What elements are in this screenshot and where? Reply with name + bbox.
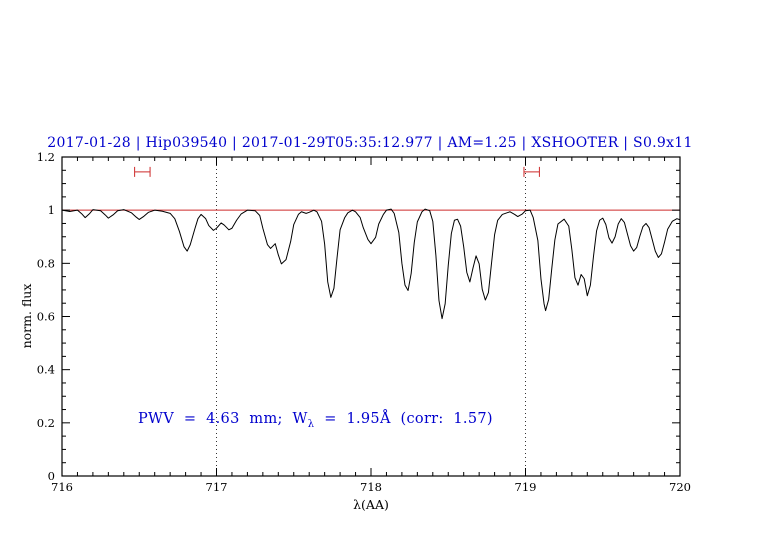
pwv-annotation-lambda-subscript: λ <box>307 418 315 430</box>
y-tick-label: 1.2 <box>37 150 55 164</box>
x-tick-label: 716 <box>51 480 73 494</box>
x-tick-label: 719 <box>515 480 537 494</box>
y-tick-label: 1 <box>48 203 55 217</box>
pwv-annotation-suffix: = 1.95Å (corr: 1.57) <box>314 411 493 427</box>
x-tick-label: 718 <box>360 480 382 494</box>
y-tick-label: 0 <box>48 469 55 483</box>
plot-title: 2017-01-28 | Hip039540 | 2017-01-29T05:3… <box>47 135 693 151</box>
y-axis-label: norm. flux <box>19 283 34 349</box>
spectrum-line <box>61 208 681 320</box>
x-tick-label: 720 <box>669 480 691 494</box>
y-tick-label: 0.4 <box>37 363 55 377</box>
y-tick-label: 0.2 <box>37 416 55 430</box>
pwv-annotation-prefix: PWV = 4.63 mm; W <box>138 411 308 427</box>
x-tick-label: 717 <box>206 480 228 494</box>
x-axis-label: λ(AA) <box>353 497 389 512</box>
y-tick-label: 0.8 <box>37 256 55 270</box>
pwv-annotation: PWV = 4.63 mm; Wλ = 1.95Å (corr: 1.57) <box>138 411 493 430</box>
y-tick-label: 0.6 <box>37 310 55 324</box>
